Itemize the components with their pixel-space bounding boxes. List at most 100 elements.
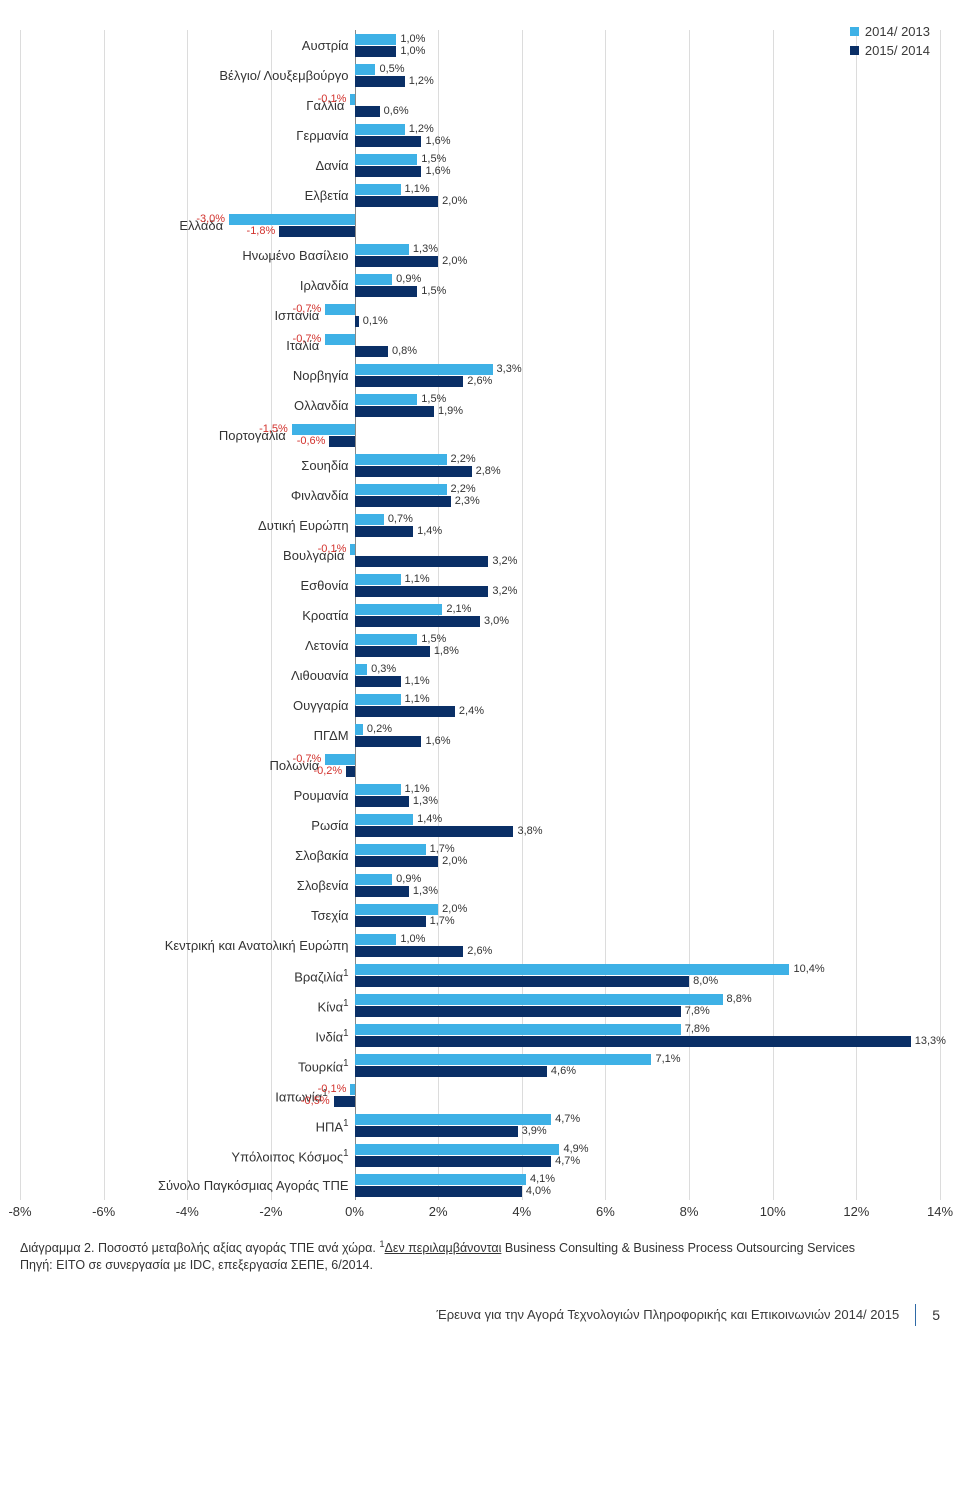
chart-bar: [355, 166, 422, 177]
country-label: Σλοβενία: [297, 878, 349, 893]
chart-row: Τουρκία17,1%4,6%: [20, 1050, 940, 1080]
x-axis-label: 10%: [760, 1204, 786, 1222]
chart-row: Υπόλοιπος Κόσμος14,9%4,7%: [20, 1140, 940, 1170]
country-label: Ινδία1: [315, 1028, 348, 1044]
value-label: 3,0%: [484, 615, 509, 627]
country-label: ΗΠΑ1: [316, 1118, 349, 1134]
value-label: -0,7%: [293, 753, 322, 765]
country-label: Νορβηγία: [293, 368, 349, 383]
country-label: Ρωσία: [311, 818, 348, 833]
value-label: 1,2%: [409, 123, 434, 135]
chart-row: Ιρλανδία0,9%1,5%: [20, 270, 940, 300]
legend-item: 2015/ 2014: [850, 43, 930, 58]
country-label: Ολλανδία: [294, 398, 349, 413]
value-label: 3,2%: [492, 585, 517, 597]
chart-bar: [229, 214, 354, 225]
chart-bar: [350, 94, 354, 105]
chart-row: Ρωσία1,4%3,8%: [20, 810, 940, 840]
value-label: 1,2%: [409, 75, 434, 87]
chart-area: -8%-6%-4%-2%0%2%4%6%8%10%12%14%Αυστρία1,…: [20, 20, 940, 1232]
country-label: Κίνα1: [318, 998, 349, 1014]
country-label: Υπόλοιπος Κόσμος1: [231, 1148, 348, 1164]
chart-bar: [355, 904, 439, 915]
value-label: 1,1%: [405, 675, 430, 687]
chart-row: Ισπανία-0,7%0,1%: [20, 300, 940, 330]
chart-bar: [355, 1126, 518, 1137]
chart-bar: [325, 334, 354, 345]
chart-bar: [355, 514, 384, 525]
value-label: 1,5%: [421, 153, 446, 165]
chart-bar: [355, 394, 418, 405]
chart-bar: [355, 964, 790, 975]
value-label: 2,2%: [451, 483, 476, 495]
chart-bar: [329, 436, 354, 447]
chart-row: Αυστρία1,0%1,0%: [20, 30, 940, 60]
chart-row: Τσεχία2,0%1,7%: [20, 900, 940, 930]
chart-row: Ηνωμένο Βασίλειο1,3%2,0%: [20, 240, 940, 270]
country-label: Σύνολο Παγκόσμιας Αγοράς ΤΠΕ: [158, 1178, 349, 1193]
value-label: -0,2%: [313, 765, 342, 777]
page-number: 5: [932, 1307, 940, 1323]
chart-bar: [355, 244, 409, 255]
chart-bar: [355, 106, 380, 117]
chart-bar: [325, 754, 354, 765]
chart-row: Δανία1,5%1,6%: [20, 150, 940, 180]
value-label: 1,9%: [438, 405, 463, 417]
country-label: Αυστρία: [302, 38, 349, 53]
chart-bar: [355, 604, 443, 615]
value-label: 1,5%: [421, 393, 446, 405]
chart-bar: [355, 586, 489, 597]
value-label: 4,1%: [530, 1173, 555, 1185]
value-label: 1,0%: [400, 33, 425, 45]
chart-bar: [355, 124, 405, 135]
country-label: Σουηδία: [301, 458, 348, 473]
chart-bar: [334, 1096, 355, 1107]
value-label: 4,6%: [551, 1065, 576, 1077]
value-label: -0,5%: [301, 1095, 330, 1107]
chart-row: Λετονία1,5%1,8%: [20, 630, 940, 660]
value-label: 1,4%: [417, 813, 442, 825]
country-label: Ρουμανία: [294, 788, 349, 803]
chart-bar: [355, 184, 401, 195]
chart-bar: [355, 1144, 560, 1155]
value-label: 0,9%: [396, 273, 421, 285]
value-label: 4,0%: [526, 1185, 551, 1197]
chart-bar: [279, 226, 354, 237]
chart-bar: [355, 646, 430, 657]
chart-bar: [355, 364, 493, 375]
value-label: 1,1%: [405, 693, 430, 705]
chart-bar: [355, 706, 455, 717]
chart-bar: [355, 736, 422, 747]
chart-bar: [355, 1174, 526, 1185]
value-label: 1,1%: [405, 783, 430, 795]
country-label: Τσεχία: [311, 908, 349, 923]
value-label: 1,6%: [425, 735, 450, 747]
country-label: Λιθουανία: [291, 668, 349, 683]
chart-bar: [355, 556, 489, 567]
x-axis-label: 0%: [345, 1204, 364, 1222]
x-axis-label: 8%: [680, 1204, 699, 1222]
x-axis-label: 2%: [429, 1204, 448, 1222]
chart-row: Ελλάδα-3,0%-1,8%: [20, 210, 940, 240]
value-label: 8,8%: [727, 993, 752, 1005]
chart-row: Σουηδία2,2%2,8%: [20, 450, 940, 480]
value-label: 2,4%: [459, 705, 484, 717]
chart-bar: [355, 886, 409, 897]
value-label: 0,5%: [379, 63, 404, 75]
chart-bar: [355, 76, 405, 87]
chart-bar: [355, 466, 472, 477]
page-footer: Έρευνα για την Αγορά Τεχνολογιών Πληροφο…: [20, 1304, 940, 1326]
value-label: -0,1%: [318, 543, 347, 555]
chart-bar: [350, 1084, 354, 1095]
chart-row: ΠΓΔΜ0,2%1,6%: [20, 720, 940, 750]
chart-row: Κίνα18,8%7,8%: [20, 990, 940, 1020]
chart-row: Ελβετία1,1%2,0%: [20, 180, 940, 210]
chart-row: Εσθονία1,1%3,2%: [20, 570, 940, 600]
country-label: Τουρκία1: [298, 1058, 349, 1074]
value-label: 4,9%: [563, 1143, 588, 1155]
value-label: 3,3%: [497, 363, 522, 375]
value-label: 2,3%: [455, 495, 480, 507]
value-label: 1,5%: [421, 633, 446, 645]
value-label: 2,0%: [442, 255, 467, 267]
x-axis-label: 4%: [512, 1204, 531, 1222]
